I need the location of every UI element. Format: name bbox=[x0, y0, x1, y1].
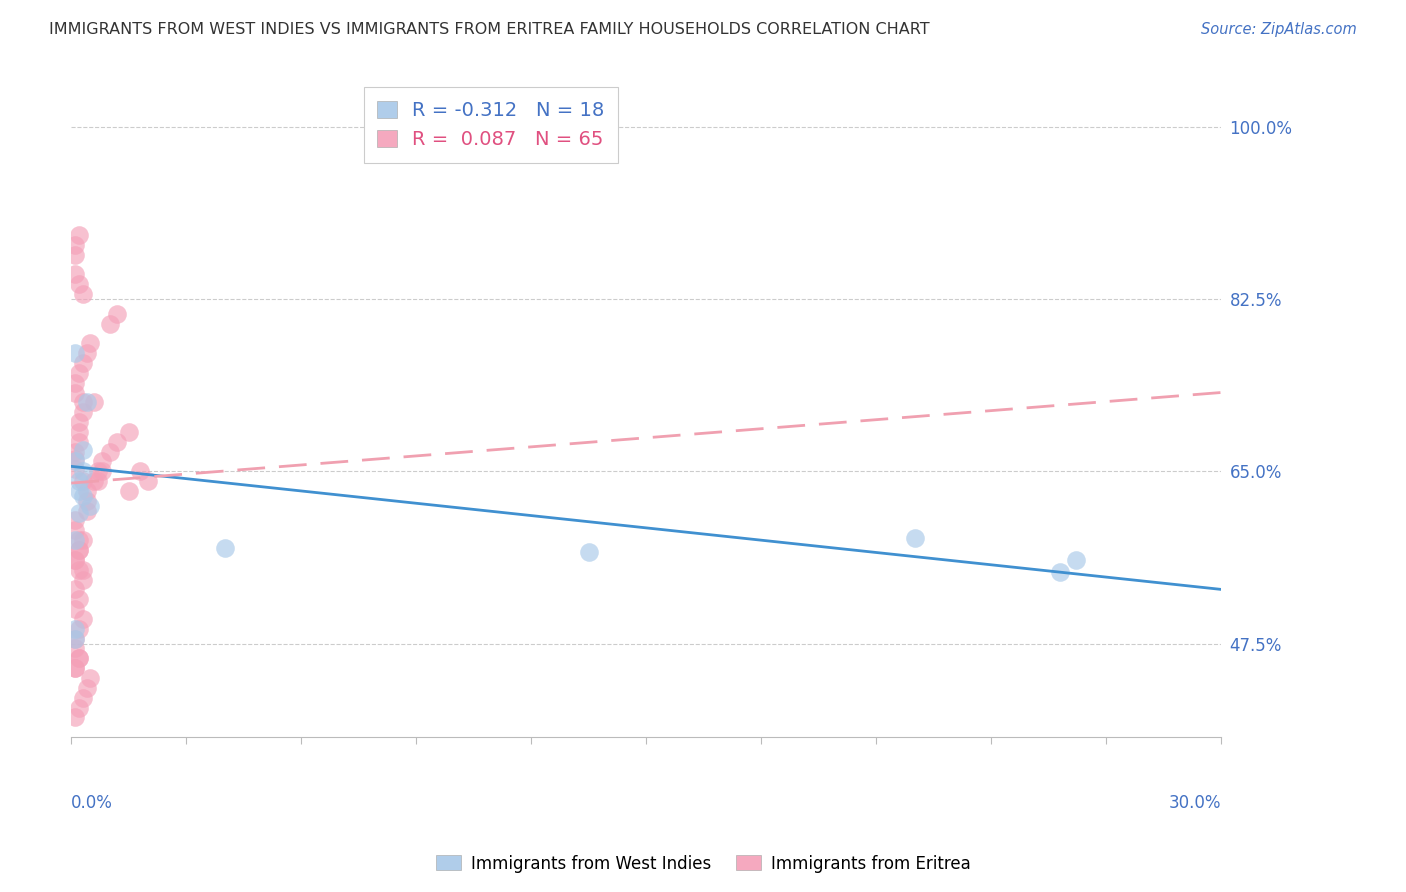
Point bbox=[105, 434, 128, 449]
Point bbox=[63, 514, 86, 528]
Point bbox=[67, 366, 90, 380]
Point bbox=[72, 395, 94, 409]
Point bbox=[79, 499, 101, 513]
Point bbox=[72, 573, 94, 587]
Point bbox=[72, 690, 94, 705]
Point bbox=[90, 454, 112, 468]
Point bbox=[903, 531, 925, 545]
Point bbox=[63, 524, 86, 538]
Point bbox=[63, 454, 86, 468]
Point bbox=[83, 474, 105, 488]
Point bbox=[1064, 553, 1087, 567]
Point bbox=[72, 612, 94, 626]
Point bbox=[67, 227, 90, 242]
Point bbox=[578, 545, 600, 559]
Point bbox=[87, 474, 110, 488]
Point bbox=[98, 444, 121, 458]
Point bbox=[63, 533, 86, 548]
Point bbox=[72, 442, 94, 457]
Point bbox=[63, 632, 86, 646]
Point bbox=[67, 434, 90, 449]
Point bbox=[63, 444, 86, 458]
Point bbox=[214, 541, 236, 555]
Point bbox=[79, 671, 101, 685]
Point bbox=[63, 661, 86, 675]
Point bbox=[76, 681, 98, 695]
Point bbox=[63, 632, 86, 646]
Point bbox=[79, 336, 101, 351]
Point bbox=[87, 464, 110, 478]
Point bbox=[63, 346, 86, 360]
Point bbox=[63, 710, 86, 724]
Point bbox=[129, 464, 152, 478]
Point bbox=[67, 651, 90, 665]
Text: 0.0%: 0.0% bbox=[72, 794, 112, 813]
Point bbox=[67, 622, 90, 636]
Point bbox=[63, 462, 86, 476]
Point bbox=[76, 493, 98, 508]
Point bbox=[63, 641, 86, 656]
Point bbox=[76, 395, 98, 409]
Point bbox=[76, 483, 98, 498]
Point bbox=[72, 405, 94, 419]
Point bbox=[72, 474, 94, 488]
Point bbox=[67, 700, 90, 714]
Point bbox=[63, 622, 86, 636]
Point bbox=[67, 543, 90, 558]
Point bbox=[72, 563, 94, 577]
Point bbox=[118, 483, 141, 498]
Point bbox=[72, 356, 94, 370]
Point bbox=[63, 376, 86, 390]
Text: IMMIGRANTS FROM WEST INDIES VS IMMIGRANTS FROM ERITREA FAMILY HOUSEHOLDS CORRELA: IMMIGRANTS FROM WEST INDIES VS IMMIGRANT… bbox=[49, 22, 929, 37]
Point bbox=[63, 553, 86, 567]
Point bbox=[72, 287, 94, 301]
Point bbox=[63, 247, 86, 261]
Point bbox=[72, 533, 94, 548]
Point bbox=[67, 415, 90, 429]
Text: Source: ZipAtlas.com: Source: ZipAtlas.com bbox=[1201, 22, 1357, 37]
Legend: Immigrants from West Indies, Immigrants from Eritrea: Immigrants from West Indies, Immigrants … bbox=[429, 848, 977, 880]
Point bbox=[67, 483, 90, 498]
Point bbox=[63, 602, 86, 616]
Point bbox=[83, 395, 105, 409]
Point bbox=[1049, 565, 1071, 579]
Point bbox=[63, 452, 86, 467]
Point bbox=[67, 474, 90, 488]
Point bbox=[63, 661, 86, 675]
Point bbox=[118, 425, 141, 439]
Legend: R = -0.312   N = 18, R =  0.087   N = 65: R = -0.312 N = 18, R = 0.087 N = 65 bbox=[364, 87, 619, 163]
Point bbox=[72, 464, 94, 478]
Point bbox=[63, 553, 86, 567]
Point bbox=[90, 464, 112, 478]
Point bbox=[72, 489, 94, 503]
Point bbox=[67, 592, 90, 607]
Point bbox=[67, 277, 90, 292]
Point bbox=[63, 385, 86, 400]
Point bbox=[63, 268, 86, 282]
Point bbox=[63, 237, 86, 252]
Point bbox=[76, 346, 98, 360]
Point bbox=[67, 425, 90, 439]
Point bbox=[98, 317, 121, 331]
Point bbox=[136, 474, 159, 488]
Point bbox=[67, 533, 90, 548]
Point bbox=[67, 563, 90, 577]
Point bbox=[67, 506, 90, 520]
Point bbox=[76, 503, 98, 517]
Text: 30.0%: 30.0% bbox=[1168, 794, 1222, 813]
Point bbox=[63, 582, 86, 597]
Point bbox=[67, 543, 90, 558]
Point bbox=[67, 651, 90, 665]
Point bbox=[105, 307, 128, 321]
